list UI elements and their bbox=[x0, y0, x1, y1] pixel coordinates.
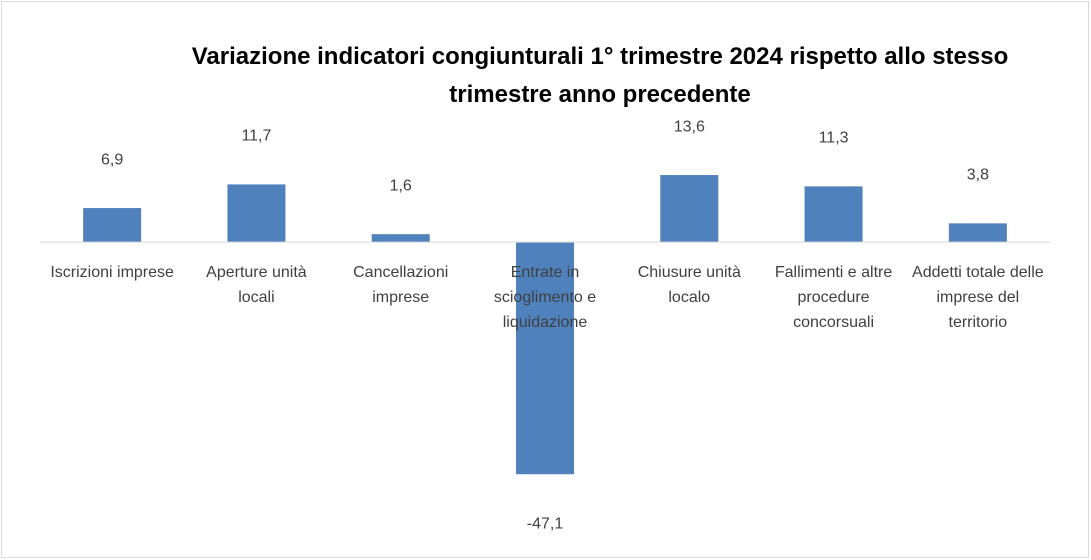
bar bbox=[227, 184, 286, 243]
bar bbox=[948, 223, 1007, 243]
bar bbox=[660, 175, 719, 243]
bar bbox=[516, 242, 574, 475]
data-label: 3,8 bbox=[967, 167, 989, 184]
bar bbox=[83, 208, 142, 243]
x-tick-label: Fallimenti e altre procedure concorsuali bbox=[774, 264, 893, 332]
x-tick-label: Addetti totale delle imprese del territo… bbox=[912, 264, 1044, 332]
data-label: -47,1 bbox=[527, 515, 564, 532]
x-tick-label: Cancellazioni imprese bbox=[353, 264, 449, 307]
data-label: 11,3 bbox=[819, 130, 849, 147]
data-label: 1,6 bbox=[390, 177, 412, 194]
x-tick-label: Chiusure unità localo bbox=[637, 264, 741, 307]
x-tick-label: Aperture unità locali bbox=[206, 264, 307, 307]
bar bbox=[804, 186, 863, 243]
data-label: 6,9 bbox=[101, 151, 123, 168]
x-tick-label: Iscrizioni imprese bbox=[50, 264, 174, 282]
x-tick-label: Entrate in scioglimento e liquidazione bbox=[493, 264, 597, 332]
data-label: 13,6 bbox=[674, 118, 705, 135]
data-label: 11,7 bbox=[241, 128, 271, 145]
chart-title: Variazione indicatori congiunturali 1° t… bbox=[191, 43, 1009, 108]
bar bbox=[371, 234, 430, 243]
